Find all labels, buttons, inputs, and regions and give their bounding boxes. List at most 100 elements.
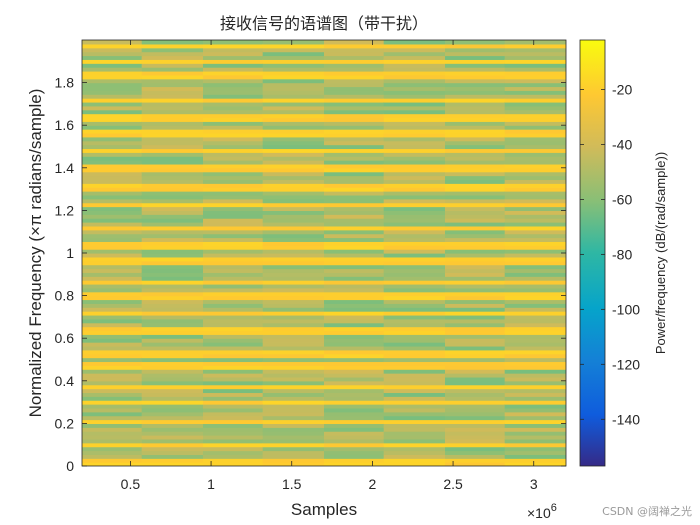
heatmap-cell — [82, 187, 143, 192]
heatmap-cell — [141, 404, 204, 409]
heatmap-cell — [141, 206, 204, 211]
heatmap-cell — [504, 303, 566, 308]
heatmap-cell — [445, 43, 506, 49]
heatmap-cell — [262, 63, 325, 68]
heatmap-cell — [82, 117, 143, 122]
heatmap-cell — [504, 291, 566, 297]
heatmap-cell — [203, 233, 264, 239]
heatmap-cell — [141, 326, 204, 332]
heatmap-cell — [445, 121, 506, 126]
heatmap-cell — [203, 349, 264, 355]
heatmap-cell — [141, 260, 204, 266]
heatmap-cell — [141, 233, 204, 239]
heatmap-cell — [203, 291, 264, 297]
heatmap-cell — [445, 256, 506, 262]
heatmap-cell — [203, 450, 264, 455]
heatmap-cell — [504, 43, 566, 49]
heatmap-cell — [324, 303, 385, 308]
heatmap-cell — [262, 256, 325, 262]
x-tick-label: 3 — [530, 476, 538, 492]
heatmap-cell — [141, 342, 204, 347]
heatmap-cell — [445, 423, 506, 428]
heatmap-cell — [445, 454, 506, 459]
heatmap-cell — [262, 47, 325, 53]
heatmap-cell — [203, 458, 264, 463]
heatmap-cell — [504, 415, 566, 421]
heatmap-cell — [504, 435, 566, 440]
heatmap-cell — [141, 55, 204, 60]
heatmap-cell — [324, 132, 385, 138]
heatmap-cell — [324, 361, 385, 366]
heatmap-cell — [504, 380, 566, 386]
heatmap-cell — [203, 253, 264, 258]
heatmap-cell — [141, 179, 204, 184]
heatmap-cell — [82, 415, 143, 421]
heatmap-cell — [141, 307, 204, 312]
heatmap-cell — [504, 450, 566, 455]
heatmap-cell — [82, 136, 143, 142]
heatmap-cell — [203, 237, 264, 242]
heatmap-cell — [445, 307, 506, 312]
heatmap-cell — [82, 194, 143, 200]
heatmap-cell — [504, 384, 566, 390]
heatmap-cell — [262, 345, 325, 351]
heatmap-cell — [262, 74, 325, 80]
heatmap-cell — [324, 264, 385, 270]
heatmap-cell — [262, 264, 325, 270]
heatmap-cell — [82, 361, 143, 366]
heatmap-cell — [262, 404, 325, 409]
heatmap-cell — [262, 171, 325, 177]
heatmap-cell — [445, 369, 506, 374]
heatmap-cell — [445, 129, 506, 134]
heatmap-cell — [445, 132, 506, 138]
heatmap-cell — [82, 218, 143, 223]
heatmap-cell — [504, 82, 566, 88]
heatmap-cell — [262, 318, 325, 324]
heatmap-cell — [262, 446, 325, 452]
heatmap-cell — [445, 191, 506, 196]
heatmap-cell — [82, 431, 143, 436]
watermark: CSDN @阔禅之光 — [602, 505, 692, 518]
heatmap-cell — [324, 260, 385, 266]
heatmap-cell — [504, 338, 566, 343]
heatmap-cell — [203, 90, 264, 95]
heatmap-cell — [445, 74, 506, 80]
heatmap-cell — [82, 237, 143, 242]
heatmap-cell — [203, 438, 264, 444]
heatmap-cell — [141, 291, 204, 297]
heatmap-cell — [445, 86, 506, 91]
heatmap-cell — [82, 183, 143, 188]
heatmap-cell — [262, 419, 325, 424]
heatmap-cell — [504, 40, 566, 45]
heatmap-cell — [324, 218, 385, 223]
heatmap-cell — [141, 435, 204, 440]
heatmap-cell — [324, 74, 385, 80]
heatmap-cell — [383, 256, 446, 262]
heatmap-cell — [203, 307, 264, 312]
heatmap-cell — [383, 407, 446, 413]
heatmap-cell — [141, 349, 204, 355]
heatmap-cell — [504, 140, 566, 146]
heatmap-cell — [82, 43, 143, 49]
heatmap-cell — [141, 415, 204, 421]
heatmap-cell — [445, 291, 506, 297]
heatmap-cell — [504, 222, 566, 227]
heatmap-cell — [504, 431, 566, 436]
heatmap-cell — [141, 132, 204, 138]
heatmap-cell — [203, 407, 264, 413]
heatmap-cell — [82, 70, 143, 76]
heatmap-cell — [324, 229, 385, 235]
heatmap-cell — [141, 268, 204, 273]
heatmap-cell — [383, 299, 446, 304]
heatmap-cell — [203, 74, 264, 80]
heatmap-cell — [262, 59, 325, 64]
heatmap-cell — [324, 237, 385, 242]
heatmap-cell — [504, 105, 566, 111]
heatmap-cell — [141, 70, 204, 76]
heatmap-cell — [262, 307, 325, 312]
heatmap-cell — [82, 256, 143, 262]
heatmap-cell — [383, 94, 446, 99]
heatmap-cell — [141, 345, 204, 351]
heatmap-cell — [82, 303, 143, 308]
heatmap-cell — [504, 78, 566, 84]
